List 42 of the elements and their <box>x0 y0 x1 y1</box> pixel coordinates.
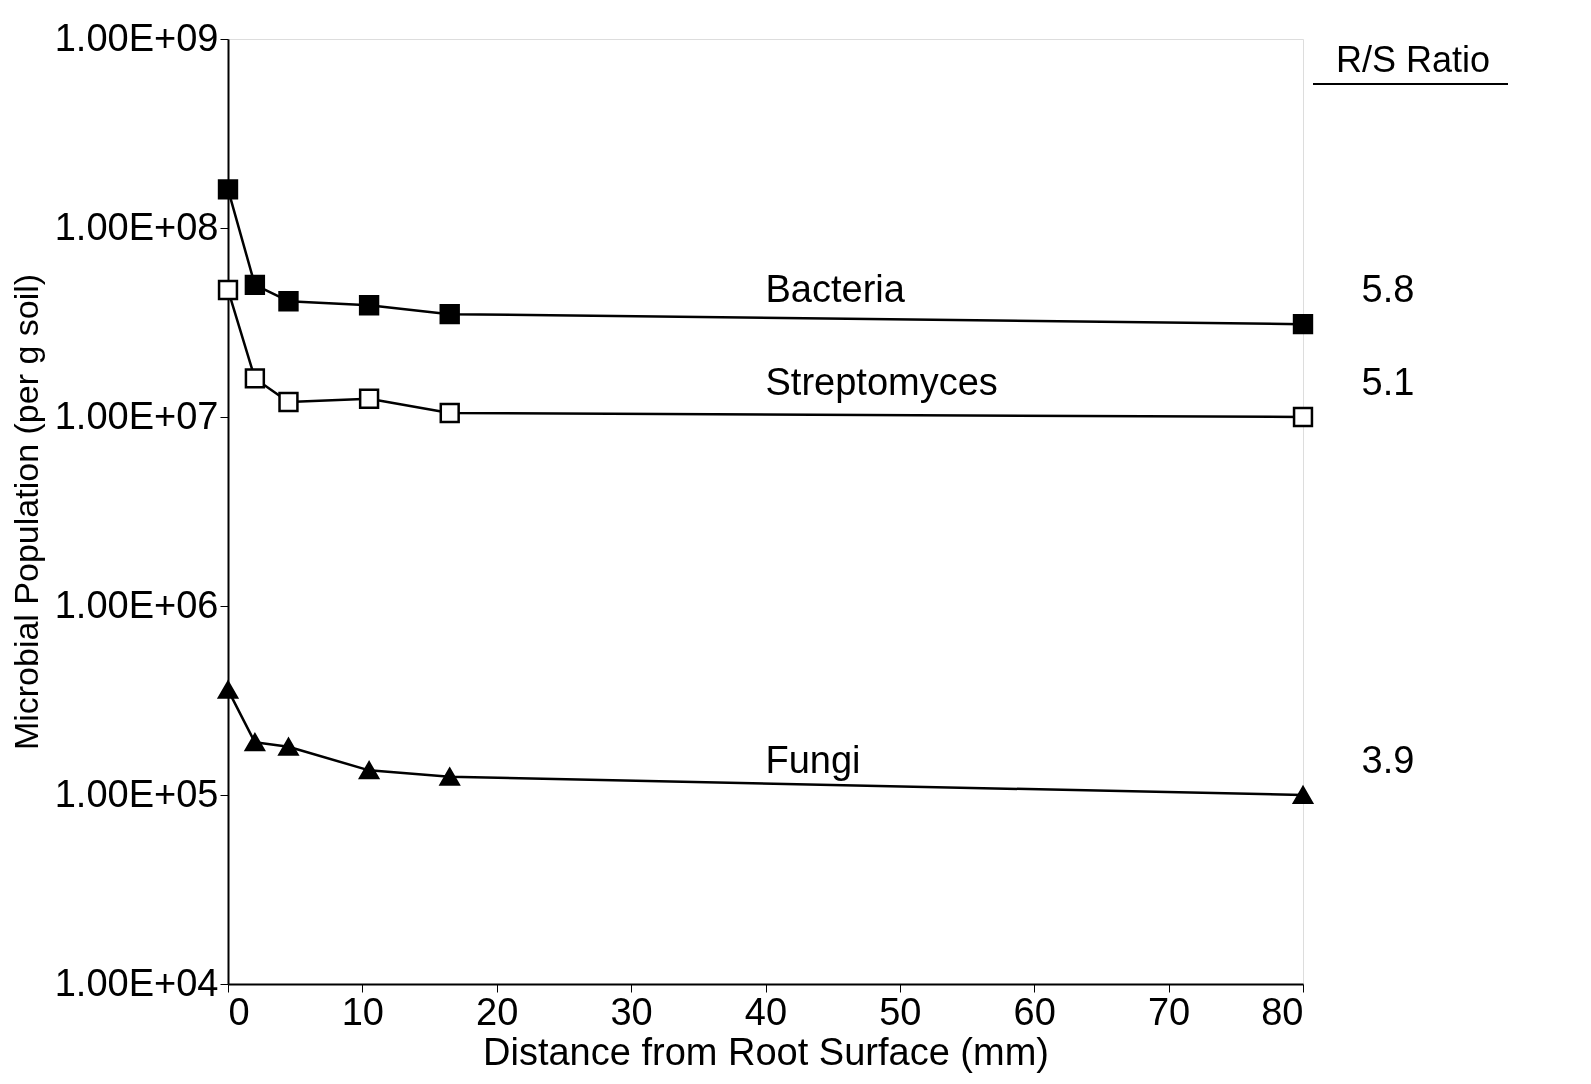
point <box>217 179 239 200</box>
series-label: Fungi <box>765 739 861 781</box>
text: 5.1 <box>1361 361 1415 403</box>
y-tick-label: 1.00E+09 <box>54 16 219 59</box>
point <box>358 761 380 780</box>
x-tick-label: 20 <box>476 990 519 1033</box>
x-tick-label: 30 <box>610 990 653 1033</box>
y-tick-label: 1.00E+04 <box>54 961 219 1004</box>
series-label: Streptomyces <box>765 361 998 403</box>
text: 5.8 <box>1361 268 1415 311</box>
point <box>244 274 266 296</box>
y-tick-label: 1.00E+05 <box>54 772 219 815</box>
x-tick-label: 80 <box>1261 990 1304 1033</box>
point <box>217 680 239 699</box>
text: R/S Ratio <box>1335 39 1491 80</box>
y-axis-title: Microbial Population (per g soil) <box>6 273 45 751</box>
x-tick-label: 40 <box>744 990 788 1033</box>
point <box>217 279 239 301</box>
point <box>244 368 266 389</box>
text: 3.9 <box>1361 739 1415 781</box>
point <box>1292 406 1314 428</box>
x-axis-title: Distance from Root Surface (mm) <box>483 1030 1049 1073</box>
point <box>1292 313 1314 335</box>
x-tick-label: 10 <box>341 990 385 1033</box>
point <box>358 388 380 409</box>
y-tick-label: 1.00E+07 <box>54 394 219 437</box>
series-label: Bacteria <box>765 268 906 311</box>
point <box>439 402 460 424</box>
point <box>439 303 460 325</box>
point <box>244 733 266 752</box>
y-tick-label: 1.00E+06 <box>54 583 219 626</box>
x-tick-label: 50 <box>879 990 922 1033</box>
point <box>358 295 380 316</box>
y-tick-label: 1.00E+08 <box>54 205 219 248</box>
point <box>439 767 460 786</box>
point <box>278 391 299 413</box>
x-tick-label: 60 <box>1013 990 1056 1033</box>
point <box>278 290 299 312</box>
x-tick-label: 0 <box>228 990 250 1033</box>
x-tick-label: 70 <box>1147 990 1191 1033</box>
point <box>1292 786 1314 804</box>
point <box>278 737 299 756</box>
